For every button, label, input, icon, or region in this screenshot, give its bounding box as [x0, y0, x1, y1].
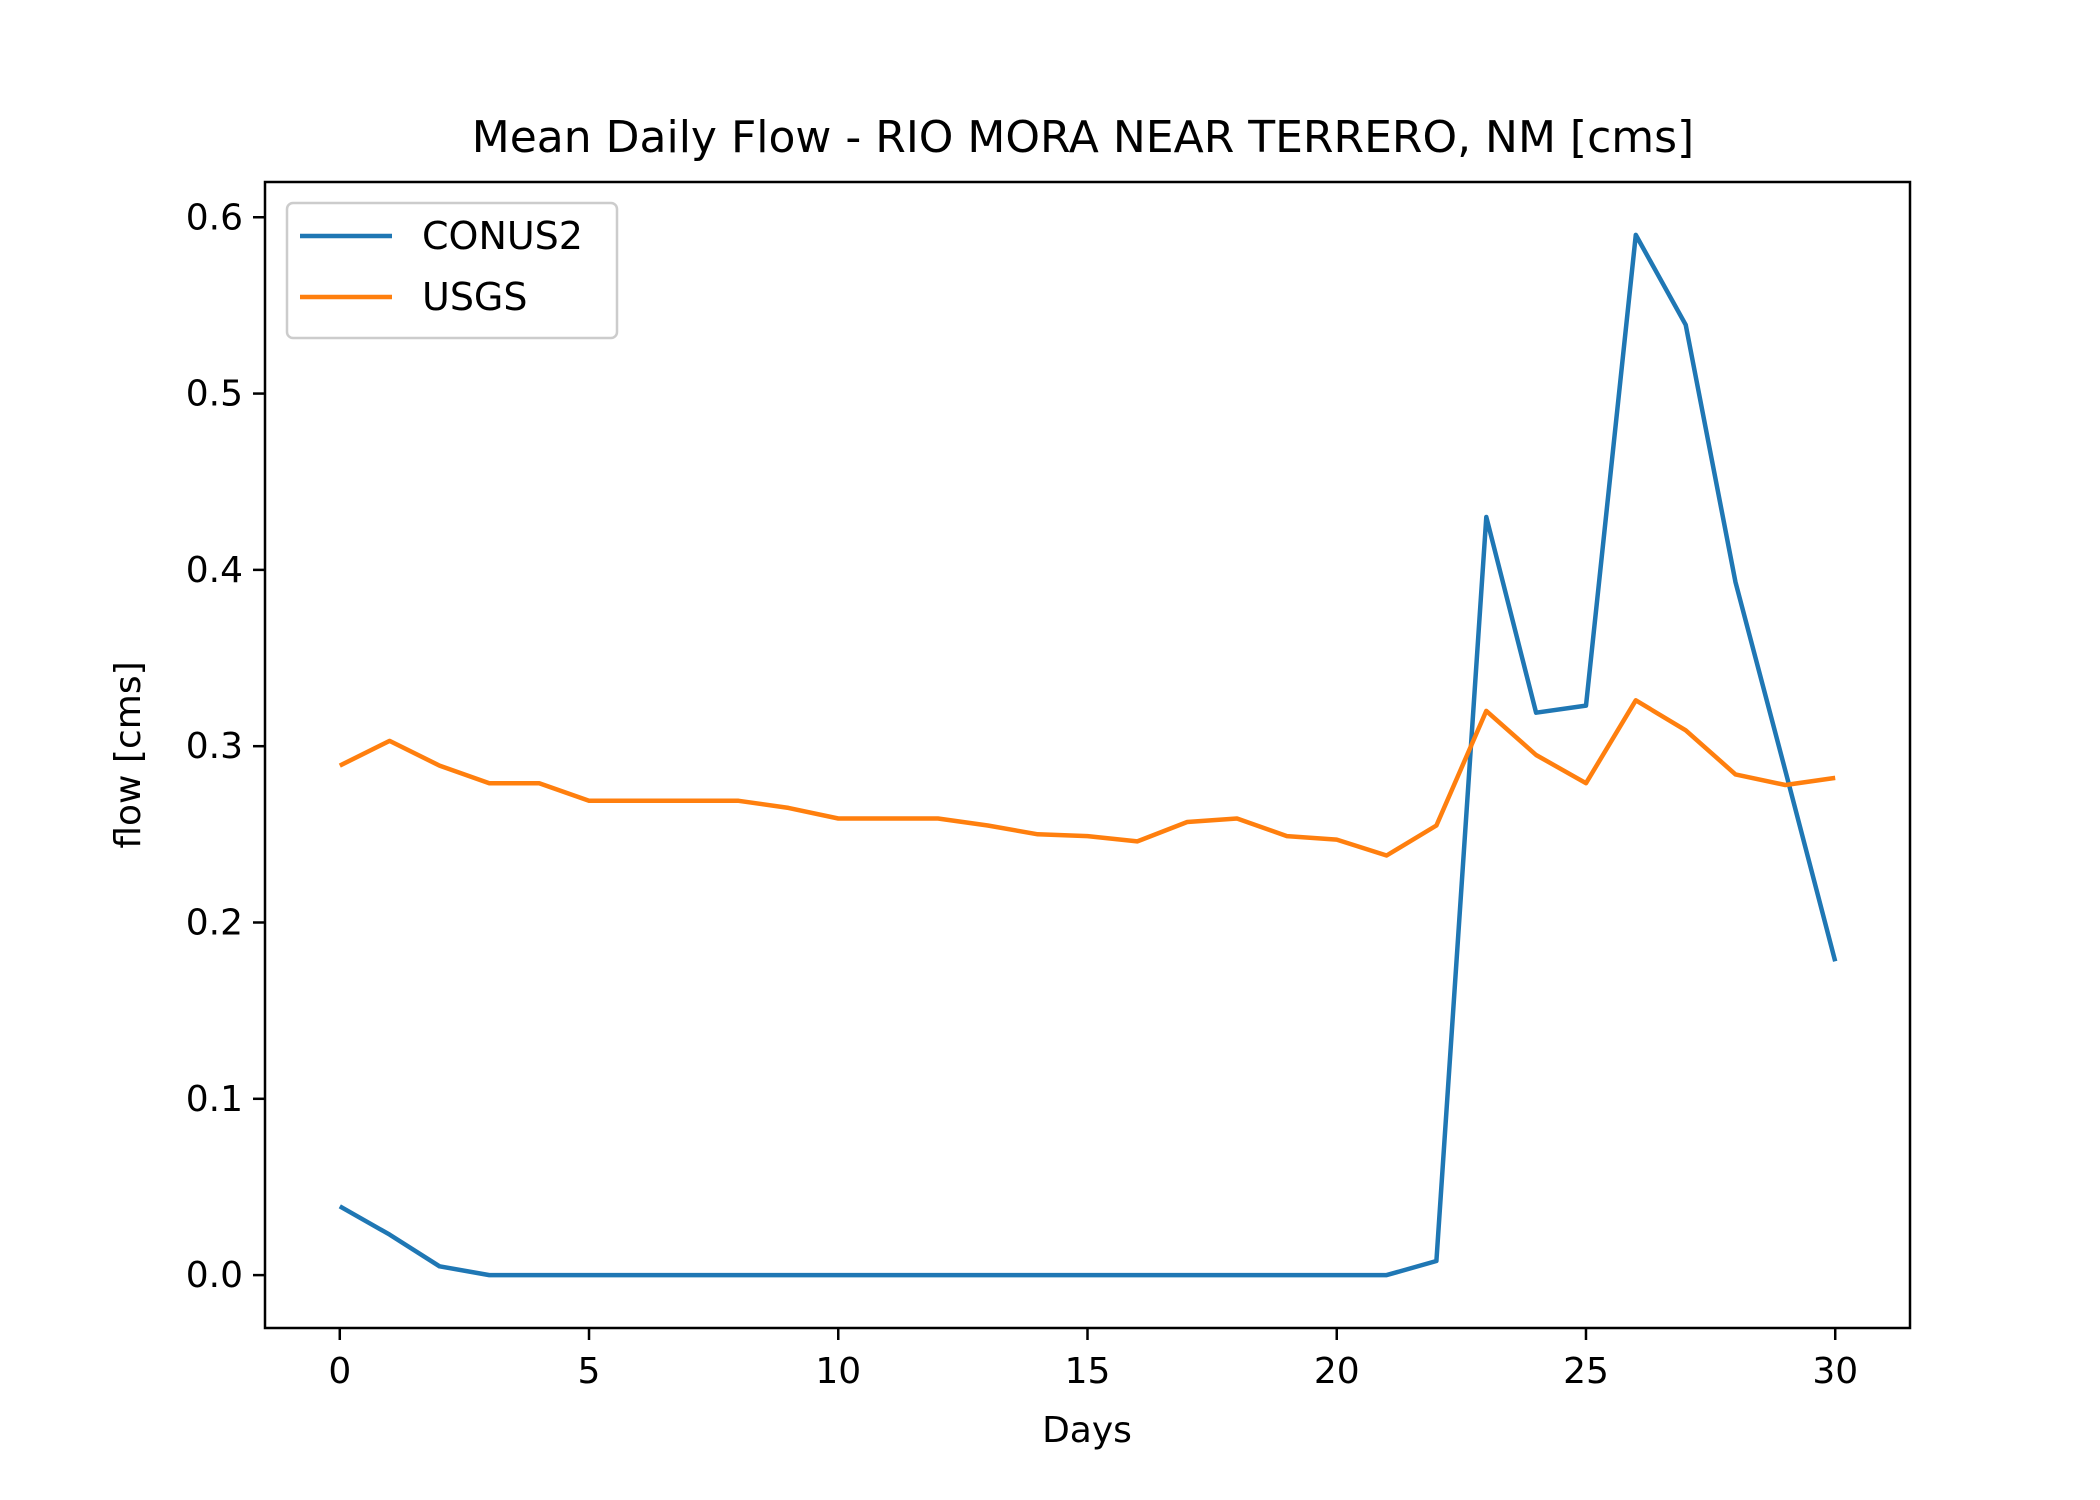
x-tick-label: 30 — [1812, 1351, 1858, 1392]
y-tick-label: 0.3 — [186, 726, 243, 767]
series-line-conus2 — [338, 232, 1838, 1278]
legend-label-conus2: CONUS2 — [422, 214, 583, 258]
y-tick-label: 0.6 — [186, 197, 243, 238]
legend-label-usgs: USGS — [422, 275, 528, 319]
x-tick-label: 15 — [1065, 1351, 1111, 1392]
y-tick-label: 0.1 — [186, 1079, 243, 1120]
x-tick-label: 5 — [578, 1351, 601, 1392]
series-line-usgs — [338, 698, 1836, 858]
x-axis-label: Days — [1042, 1410, 1132, 1451]
chart-title: Mean Daily Flow - RIO MORA NEAR TERRERO,… — [472, 112, 1694, 163]
y-tick-label: 0.4 — [186, 550, 243, 591]
x-tick-label: 10 — [815, 1351, 861, 1392]
x-tick-label: 0 — [328, 1351, 351, 1392]
x-tick-label: 25 — [1563, 1351, 1609, 1392]
y-tick-label: 0.5 — [186, 374, 243, 415]
y-tick-label: 0.2 — [186, 902, 243, 943]
series-layer — [338, 232, 1838, 1278]
x-axis-ticks: 0 5 10 15 20 25 30 — [328, 1328, 1858, 1392]
y-tick-label: 0.0 — [186, 1255, 243, 1296]
y-axis-label: flow [cms] — [108, 661, 149, 848]
y-axis-ticks: 0.0 0.1 0.2 0.3 0.4 0.5 0.6 — [186, 197, 265, 1296]
legend: CONUS2 USGS — [285, 201, 619, 340]
x-tick-label: 20 — [1314, 1351, 1360, 1392]
